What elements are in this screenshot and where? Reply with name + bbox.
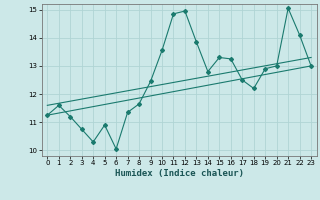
X-axis label: Humidex (Indice chaleur): Humidex (Indice chaleur): [115, 169, 244, 178]
